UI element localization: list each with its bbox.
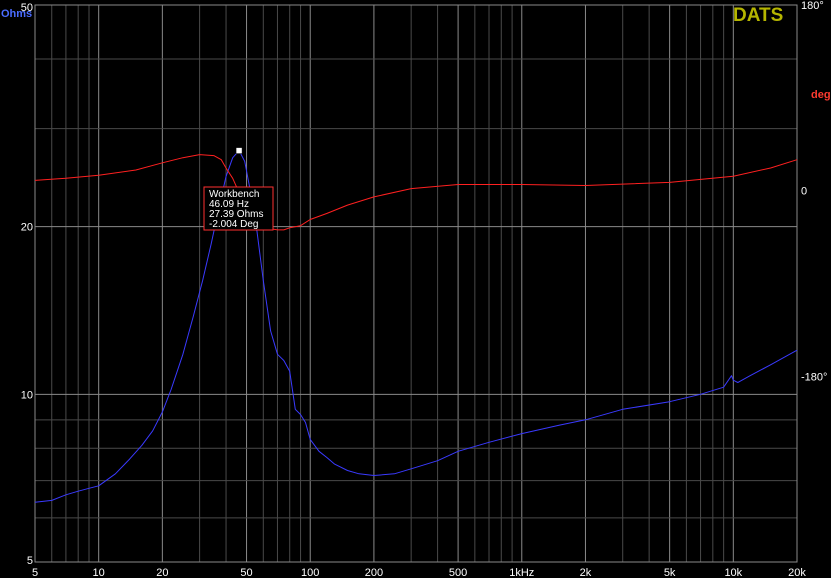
x-tick-label: 10 — [93, 567, 105, 578]
marker-readout-name: Workbench — [209, 189, 259, 200]
left-tick-label: 20 — [21, 222, 33, 234]
right-tick-label: 0 — [801, 186, 807, 198]
left-axis-unit-label: Ohms — [1, 8, 32, 20]
x-tick-label: 500 — [449, 567, 467, 578]
x-tick-label: 5k — [664, 567, 676, 578]
x-tick-label: 10k — [724, 567, 742, 578]
dats-logo: DATS — [733, 5, 783, 26]
right-axis-ticks: 180° 0 -180° — [801, 0, 827, 383]
impedance-curve — [34, 150, 798, 503]
marker-readout: Workbench 46.09 Hz 27.39 Ohms -2.004 Deg — [203, 186, 274, 231]
right-tick-label: -180° — [801, 371, 827, 383]
plot-frame — [34, 4, 798, 563]
marker-readout-impedance: 27.39 Ohms — [209, 209, 263, 220]
impedance-marker[interactable] — [235, 147, 243, 154]
marker-readout-phase: -2.004 Deg — [209, 219, 258, 230]
left-axis-ticks: 5 10 20 50 — [21, 2, 33, 567]
x-tick-label: 100 — [301, 567, 319, 578]
x-tick-label: 20k — [788, 567, 806, 578]
left-tick-label: 5 — [27, 555, 33, 567]
x-tick-label: 20 — [156, 567, 168, 578]
x-tick-label: 50 — [240, 567, 252, 578]
marker-readout-box — [203, 186, 274, 231]
phase-curve — [34, 154, 798, 231]
left-tick-label: 10 — [21, 389, 33, 401]
x-tick-label: 2k — [580, 567, 592, 578]
series-layer — [34, 150, 798, 503]
x-tick-label: 5 — [32, 567, 38, 578]
marker-readout-frequency: 46.09 Hz — [209, 199, 249, 210]
grid — [34, 4, 798, 563]
x-axis-ticks: 5 10 20 50 100 200 500 1kHz 2k 5k 10k 20k — [32, 567, 806, 578]
right-tick-label: 180° — [801, 0, 824, 12]
x-tick-label: 200 — [365, 567, 383, 578]
left-tick-label: 50 — [21, 2, 33, 14]
x-tick-label: 1kHz — [509, 567, 534, 578]
right-axis-unit-label: deg — [811, 89, 831, 101]
